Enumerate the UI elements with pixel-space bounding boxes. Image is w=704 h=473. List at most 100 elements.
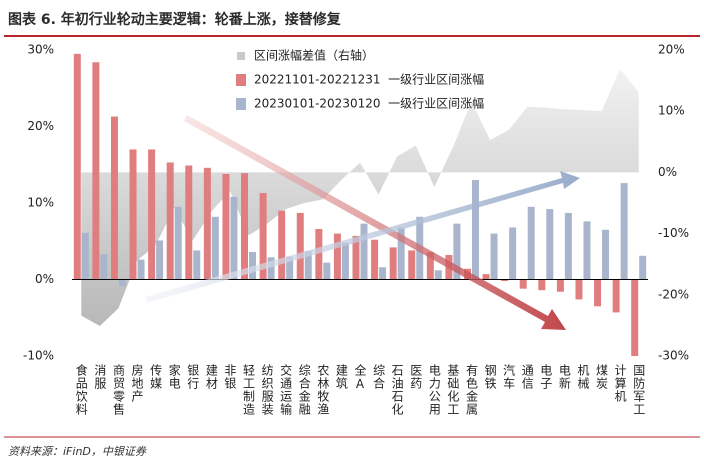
x-tick-label: 商贸零售 [111,363,125,416]
bar [203,167,211,280]
y2-tick-label: -30% [658,349,689,363]
red-arrow [184,115,566,330]
legend-label: 区间涨幅差值（右轴） [254,48,374,63]
y2-tick-label: 10% [658,104,685,118]
legend-swatch [236,98,246,110]
bar [371,239,379,280]
x-tick-label: 全A [353,363,367,392]
y-tick-label: -10% [23,349,54,363]
bar [92,62,100,280]
bar [296,212,304,280]
bar [315,229,323,280]
bar [471,180,479,280]
x-tick-label: 钢铁 [483,364,497,390]
x-tick-label: 轻工制造 [242,364,256,416]
bar [230,196,238,280]
bar [564,212,572,280]
bar [166,162,174,280]
x-tick-label: 石油石化 [390,364,404,416]
bar [323,262,331,280]
x-tick-label: 国防军工 [632,364,646,416]
x-tick-label: 传媒 [149,363,163,390]
bar [100,254,108,280]
bar [341,242,349,280]
x-tick-label: 家电 [167,363,181,390]
bar [259,193,267,280]
x-tick-label: 消服 [93,364,107,390]
legend-swatch [237,52,245,60]
bar [602,229,610,280]
bar [118,279,126,287]
x-tick-label: 汽车 [502,363,516,390]
blue-arrow [145,171,580,303]
diff-area [81,68,639,327]
bar [148,149,156,280]
bar [546,209,554,280]
bar [222,173,230,280]
source: 资料来源：iFinD，中银证券 [8,445,147,458]
bar [286,256,294,280]
bar [482,274,490,280]
x-tick-label: 银行 [186,364,200,390]
trend-arrows [145,115,580,330]
x-tick-label: 建材 [204,364,218,390]
bar [538,279,546,291]
x-tick-label: 建筑 [334,364,348,390]
bar [185,165,193,280]
bar [137,259,145,280]
x-tick-label: 电力公用 [427,364,441,416]
bar [620,183,628,280]
x-tick-label: 煤炭 [595,364,609,390]
x-tick-label: 食品饮料 [74,363,88,416]
bar [631,279,639,356]
bar [352,235,360,280]
bar [360,223,368,280]
bar [434,270,442,280]
bar [81,232,89,280]
bar [156,240,164,280]
bar [583,221,591,280]
y2-tick-label: 20% [658,43,685,57]
bar [379,267,387,280]
x-tick-label: 医药 [409,364,423,390]
bar [241,173,249,280]
x-tick-label: 电子 [539,364,553,390]
x-tick-label: 通信 [520,364,534,390]
bar [211,216,219,280]
bar [110,116,118,280]
y2-tick-label: 0% [658,165,677,179]
plot-area: -10% 0% 10% 20% 30% -30% -20% -10% 0% 10% 20% 食品饮料消… [23,43,689,417]
x-tick-label: 交通运输 [279,363,293,416]
bar [397,227,405,280]
bar [408,250,416,280]
bar [333,233,341,280]
y-tick-label: 0% [35,272,54,286]
bar [453,223,461,280]
bar [519,279,527,289]
x-tick-label: 基础化工 [446,364,460,416]
y-tick-label: 10% [27,196,54,210]
bar [556,279,564,292]
x-tick-label: 综合金融 [297,364,311,416]
legend-label: 20230101-20230120 一级行业区间涨幅 [254,96,484,111]
y-tick-label: 20% [27,119,54,133]
x-tick-label: 机械 [576,364,590,390]
bar [490,233,498,280]
x-tick-label: 纺织服装 [260,364,274,416]
bar [389,247,397,280]
bar [639,255,647,280]
bar [278,210,286,280]
bar [594,279,602,307]
bar [426,251,434,280]
bar [575,279,583,300]
bar [501,279,509,282]
y2-tick-label: -20% [658,287,689,301]
bar [193,250,201,280]
bar [612,279,620,313]
x-tick-label: 农林牧渔 [316,364,330,416]
x-tick-label: 电新 [557,364,571,390]
bar [249,251,257,280]
x-tick-label: 非银 [223,364,237,390]
bar [267,257,275,280]
